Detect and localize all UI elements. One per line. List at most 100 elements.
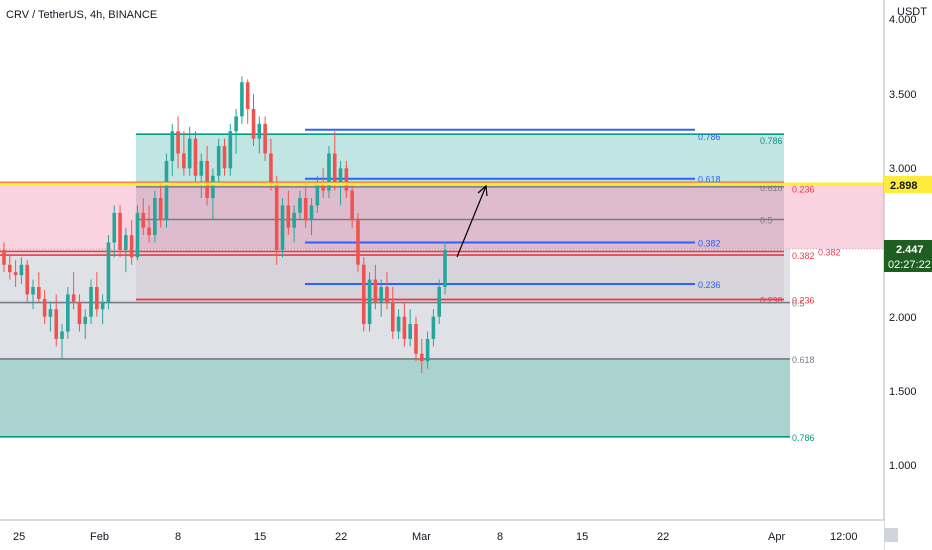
teal-zone-lower — [0, 358, 790, 437]
currency-label: USDT — [897, 6, 927, 18]
candle-body — [13, 272, 18, 276]
candle-body — [332, 153, 337, 184]
candle-body — [193, 138, 198, 176]
candle-body — [42, 298, 47, 317]
fib-label: 0.382 — [792, 251, 815, 261]
candle-body — [419, 353, 424, 362]
candle-body — [309, 205, 314, 221]
last-price-label: 2.447 — [896, 244, 924, 256]
candle-body — [425, 338, 430, 362]
countdown-label: 02:27:22 — [888, 259, 931, 271]
candle-body — [367, 279, 372, 325]
candle-body — [245, 82, 250, 109]
candle-body — [25, 264, 30, 295]
candle-body — [240, 82, 244, 117]
fib-label: 0.382 — [698, 239, 721, 249]
candle-body — [385, 287, 389, 302]
candle-body — [257, 123, 262, 139]
highlight-price-label: 2.898 — [890, 180, 918, 192]
candle-body — [286, 205, 291, 228]
candle-body — [327, 153, 331, 191]
candle-body — [361, 264, 366, 325]
last-price-badge — [884, 240, 932, 272]
candle-body — [408, 324, 412, 339]
candle-body — [66, 294, 70, 332]
candle-body — [251, 109, 256, 139]
x-tick: Apr — [768, 531, 785, 543]
candle-body — [176, 131, 180, 154]
candle-body — [112, 212, 117, 243]
candle-body — [402, 316, 407, 339]
x-tick: Mar — [412, 531, 431, 543]
candle-body — [269, 153, 273, 184]
fib-label: 0.786 — [698, 132, 721, 142]
y-tick: 1.500 — [889, 386, 917, 398]
fib-label: 0.236 — [792, 296, 815, 306]
candle-body — [199, 160, 204, 176]
candle-body — [350, 190, 354, 221]
y-tick: 2.000 — [889, 312, 917, 324]
candle-body — [54, 309, 59, 339]
x-tick: 15 — [576, 531, 588, 543]
y-tick: 4.000 — [889, 14, 917, 26]
candle-body — [153, 198, 157, 236]
candle-body — [338, 168, 343, 184]
candle-body — [71, 294, 76, 302]
gray-zone — [0, 249, 790, 358]
trend-arrow[interactable] — [456, 184, 488, 258]
fib-label: 0.786 — [760, 136, 783, 146]
candle-body — [124, 235, 128, 250]
zone-layer — [0, 134, 884, 437]
y-tick: 3.500 — [889, 89, 917, 101]
x-tick: 8 — [175, 531, 181, 543]
candle-body — [106, 242, 111, 302]
candle-body — [396, 316, 401, 332]
candle-body — [303, 198, 308, 221]
candle-body — [292, 212, 296, 228]
candle-body — [222, 146, 227, 169]
candle-body — [187, 138, 192, 169]
y-tick: 3.000 — [889, 163, 917, 175]
fib-label: 0.236 — [698, 280, 721, 290]
candle-body — [77, 301, 82, 325]
candle-body — [437, 287, 441, 317]
candle-body — [129, 235, 134, 258]
x-tick: Feb — [90, 531, 109, 543]
x-tick: 22 — [335, 531, 347, 543]
candle-body — [315, 183, 320, 206]
candle-body — [373, 279, 378, 302]
candle-body — [298, 198, 302, 213]
teal-zone-upper — [136, 134, 784, 186]
price-axis[interactable]: USDT 4.000 3.500 3.000 2.000 1.500 1.000… — [883, 0, 932, 550]
candle-body — [164, 160, 169, 221]
candle-body — [234, 116, 238, 132]
x-tick: 22 — [657, 531, 669, 543]
fib-label: 0.618 — [698, 175, 721, 185]
candle-body — [48, 309, 53, 317]
x-tick: 15 — [254, 531, 266, 543]
candle-body — [89, 287, 93, 317]
candle-body — [321, 183, 325, 191]
candle-body — [390, 301, 395, 332]
candle-body — [141, 212, 146, 228]
candle-body — [118, 212, 122, 250]
y-tick: 1.000 — [889, 460, 917, 472]
candle-body — [263, 123, 267, 154]
candle-body — [37, 287, 41, 299]
candle-body — [8, 264, 12, 273]
candle-body — [147, 227, 151, 236]
candle-body — [344, 168, 349, 191]
candle-body — [205, 160, 209, 198]
candle-body — [158, 198, 163, 221]
candle-body — [356, 220, 360, 265]
candle-body — [31, 287, 35, 295]
candle-body — [379, 287, 383, 302]
candle-body — [83, 316, 88, 325]
candle-body — [228, 131, 233, 169]
fib-label: 0.236 — [792, 184, 815, 194]
time-axis[interactable]: 25 Feb 8 15 22 Mar 8 15 22 Apr 12:00 — [0, 519, 898, 550]
settings-icon[interactable] — [884, 528, 898, 542]
